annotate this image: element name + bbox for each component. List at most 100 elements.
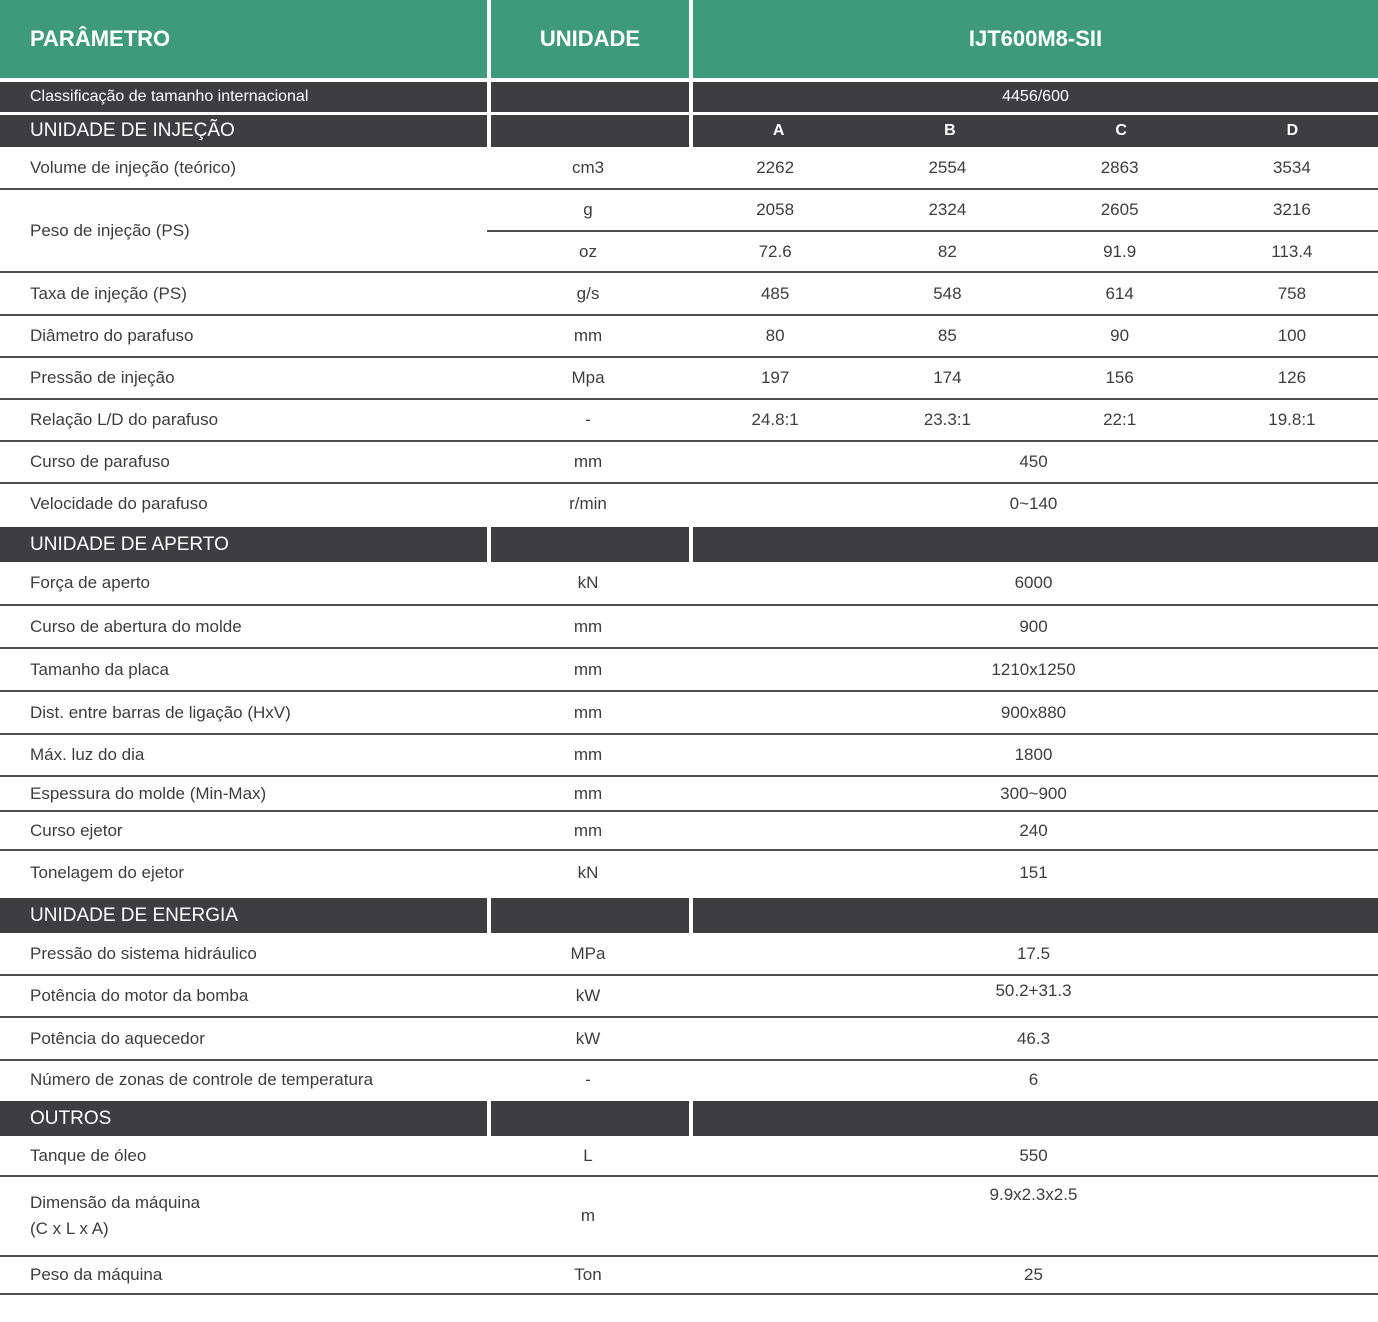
value-cell: 1800 <box>1014 745 1053 764</box>
row-platen-size: Tamanho da placa mm 1210x1250 <box>0 649 1378 692</box>
value-cell: 151 <box>1019 863 1048 882</box>
row-mold-thickness: Espessura do molde (Min-Max) mm 300~900 <box>0 777 1378 812</box>
unit-cell: L <box>583 1145 593 1165</box>
value-cell: 46.3 <box>1016 1028 1051 1048</box>
unit-cell: kW <box>575 1028 601 1048</box>
value-c: 91.9 <box>1103 241 1137 261</box>
value-c: 90 <box>1110 326 1130 345</box>
value-c: 614 <box>1105 283 1134 303</box>
row-heater-power: Potência do aquecedor kW 46.3 <box>0 1018 1378 1061</box>
row-label: Dimensão da máquina (C x L x A) <box>0 1177 487 1255</box>
row-oil-tank: Tanque de óleo L 550 <box>0 1136 1378 1177</box>
unit-cell: mm <box>573 702 603 722</box>
header-parameter-cell: PARÂMETRO <box>0 0 487 78</box>
machine-spec-table: PARÂMETRO UNIDADE IJT600M8-SII Classific… <box>0 0 1378 1295</box>
column-c-label: C <box>1115 122 1127 139</box>
value-cells: 80 85 90 100 <box>689 316 1378 356</box>
value-b: 23.3:1 <box>923 410 971 429</box>
value-cell: 6000 <box>1014 573 1053 592</box>
row-label: Peso de injeção (PS) <box>30 220 190 240</box>
section-power-title: UNIDADE DE ENERGIA <box>0 898 487 933</box>
unit-cell: m <box>580 1206 596 1225</box>
value-cell: 25 <box>1024 1265 1043 1284</box>
value-cell: 240 <box>1019 820 1048 840</box>
value-d: 3216 <box>1272 200 1311 219</box>
value-cell: 900 <box>1019 616 1048 636</box>
value-cell: 9.9x2.3x2.5 <box>989 1185 1078 1204</box>
value-c: 2863 <box>1100 157 1139 177</box>
unit-cell: mm <box>573 659 603 679</box>
row-temperature-zones: Número de zonas de controle de temperatu… <box>0 1061 1378 1098</box>
section-clamping-bar: UNIDADE DE APERTO <box>0 527 1378 562</box>
value-a: 485 <box>760 283 790 303</box>
value-b: 548 <box>933 283 962 303</box>
row-label: Relação L/D do parafuso <box>30 410 219 429</box>
section-value-cell <box>689 527 1378 562</box>
value-d: 758 <box>1277 283 1307 303</box>
row-injection-volume: Volume de injeção (teórico) cm3 2262 255… <box>0 147 1378 190</box>
row-injection-rate: Taxa de injeção (PS) g/s 485 548 614 758 <box>0 273 1378 316</box>
unit-cell: - <box>585 410 591 429</box>
value-cell: 900x880 <box>1000 702 1067 722</box>
row-clamping-force: Força de aperto kN 6000 <box>0 562 1378 606</box>
model-variant-columns: A B C D <box>689 115 1378 147</box>
row-label: Tamanho da placa <box>30 659 169 679</box>
section-unit-cell <box>487 115 689 147</box>
row-label: Velocidade do parafuso <box>30 494 208 513</box>
divider <box>0 895 1378 898</box>
row-label: Volume de injeção (teórico) <box>30 157 237 177</box>
unit-cell: Ton <box>574 1265 602 1284</box>
section-injection-title: UNIDADE DE INJEÇÃO <box>0 115 487 147</box>
value-d: 19.8:1 <box>1268 410 1316 429</box>
section-clamping-title: UNIDADE DE APERTO <box>0 527 487 562</box>
value-b: 82 <box>937 241 957 261</box>
section-unit-cell <box>487 1101 689 1136</box>
unit-cell: mm <box>573 452 603 471</box>
weight-subrow-g: g 2058 2324 2605 3216 <box>487 190 1378 232</box>
row-screw-diameter: Diâmetro do parafuso mm 80 85 90 100 <box>0 316 1378 358</box>
unit-cell: mm <box>573 616 603 636</box>
weight-subrow-oz: oz 72.6 82 91.9 113.4 <box>487 232 1378 271</box>
classification-unit-cell <box>487 82 689 112</box>
value-c: 156 <box>1105 368 1134 387</box>
value-cells: 24.8:1 23.3:1 22:1 19.8:1 <box>689 400 1378 440</box>
unit-cell: cm3 <box>571 157 605 177</box>
row-tie-bar-distance: Dist. entre barras de ligação (HxV) mm 9… <box>0 692 1378 735</box>
value-a: 197 <box>760 368 790 387</box>
column-d-label: D <box>1286 122 1299 139</box>
classification-label: Classificação de tamanho internacional <box>0 82 487 112</box>
value-b: 85 <box>937 326 957 345</box>
value-cell: 6 <box>1028 1069 1039 1089</box>
row-mold-opening-stroke: Curso de abertura do molde mm 900 <box>0 606 1378 649</box>
row-label: Força de aperto <box>30 573 151 592</box>
unit-cell: kW <box>575 986 601 1005</box>
section-value-cell <box>689 1101 1378 1136</box>
divider <box>0 78 1378 82</box>
value-cell: 300~900 <box>1000 783 1067 803</box>
section-unit-cell <box>487 898 689 933</box>
unit-cell: - <box>585 1069 591 1089</box>
header-unit-cell: UNIDADE <box>487 0 689 78</box>
row-ejector-stroke: Curso ejetor mm 240 <box>0 812 1378 851</box>
value-d: 113.4 <box>1271 241 1313 261</box>
value-d: 126 <box>1277 368 1307 387</box>
unit-cell: MPa <box>570 943 606 963</box>
row-label: Taxa de injeção (PS) <box>30 283 187 303</box>
row-screw-stroke: Curso de parafuso mm 450 <box>0 442 1378 484</box>
row-injection-weight: Peso de injeção (PS) g 2058 2324 2605 32… <box>0 190 1378 273</box>
section-value-cell <box>689 898 1378 933</box>
row-label: Número de zonas de controle de temperatu… <box>30 1069 374 1089</box>
value-a: 2262 <box>756 157 795 177</box>
divider <box>0 112 1378 115</box>
section-injection-bar: UNIDADE DE INJEÇÃO A B C D <box>0 115 1378 147</box>
value-cell: 450 <box>1019 452 1048 471</box>
unit-cell: r/min <box>569 494 607 513</box>
row-ld-ratio: Relação L/D do parafuso - 24.8:1 23.3:1 … <box>0 400 1378 442</box>
section-unit-cell <box>487 527 689 562</box>
row-machine-dimension: Dimensão da máquina (C x L x A) m 9.9x2.… <box>0 1177 1378 1257</box>
unit-cell: oz <box>579 241 597 261</box>
unit-cell: kN <box>577 863 599 882</box>
column-a-label: A <box>772 122 785 139</box>
row-max-daylight: Máx. luz do dia mm 1800 <box>0 735 1378 777</box>
